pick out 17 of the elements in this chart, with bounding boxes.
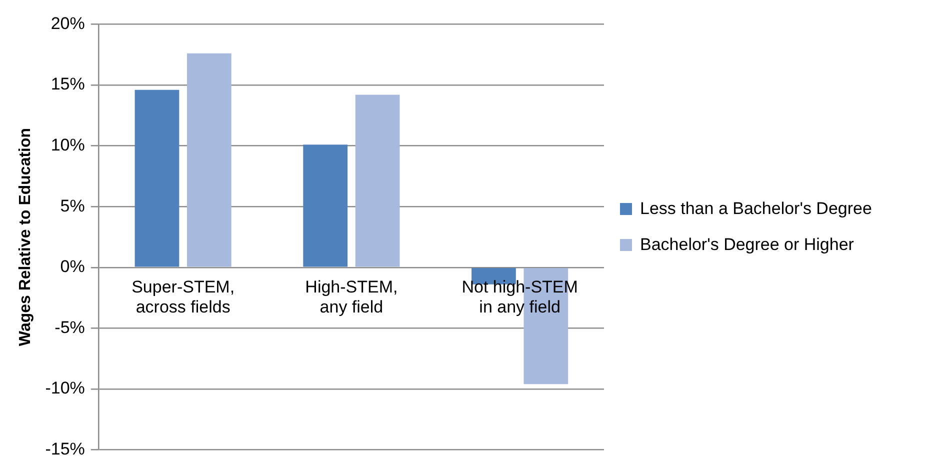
- legend-label: Bachelor's Degree or Higher: [640, 235, 854, 255]
- x-tick-label: High-STEM, any field: [305, 278, 398, 317]
- y-tick-label: -10%: [45, 378, 85, 398]
- bar: [186, 53, 232, 267]
- y-tick-label: 0%: [60, 257, 85, 276]
- y-tick-label: 5%: [60, 196, 85, 216]
- legend-label: Less than a Bachelor's Degree: [640, 199, 872, 219]
- bar: [134, 90, 180, 267]
- y-axis-title: Wages Relative to Education: [17, 128, 34, 346]
- y-tick-label: 20%: [50, 14, 85, 33]
- y-tick-label: 10%: [50, 135, 85, 154]
- y-tick-label: -15%: [45, 439, 85, 458]
- y-tick-label: -5%: [54, 318, 85, 337]
- x-tick-label: Super-STEM, across fields: [132, 278, 235, 317]
- bar: [303, 144, 348, 267]
- y-tick-label: 15%: [50, 74, 85, 94]
- bar: [355, 94, 400, 267]
